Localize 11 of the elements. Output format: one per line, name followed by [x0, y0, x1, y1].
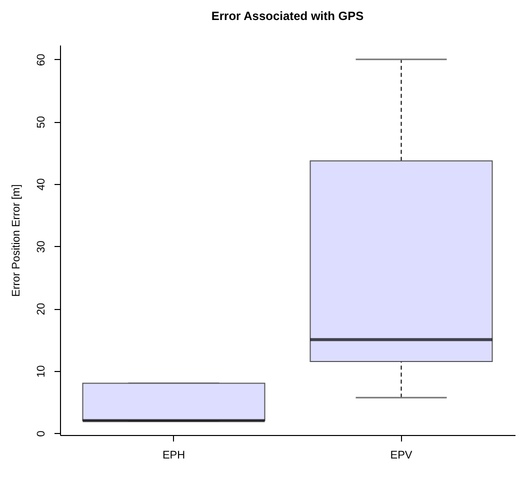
x-tick-label: EPH	[162, 450, 186, 462]
y-tick-label: 30	[36, 240, 48, 253]
y-tick-label: 0	[36, 430, 48, 437]
y-tick-label: 60	[36, 54, 48, 66]
y-tick-label: 40	[36, 178, 48, 191]
x-tick-label: EPV	[390, 450, 413, 462]
y-tick-label: 20	[36, 302, 48, 316]
y-axis-title: Error Position Error [m]	[10, 184, 22, 297]
y-tick-label: 10	[36, 365, 48, 378]
chart-title: Error Associated with GPS	[211, 9, 364, 23]
y-tick-label: 50	[36, 116, 48, 128]
